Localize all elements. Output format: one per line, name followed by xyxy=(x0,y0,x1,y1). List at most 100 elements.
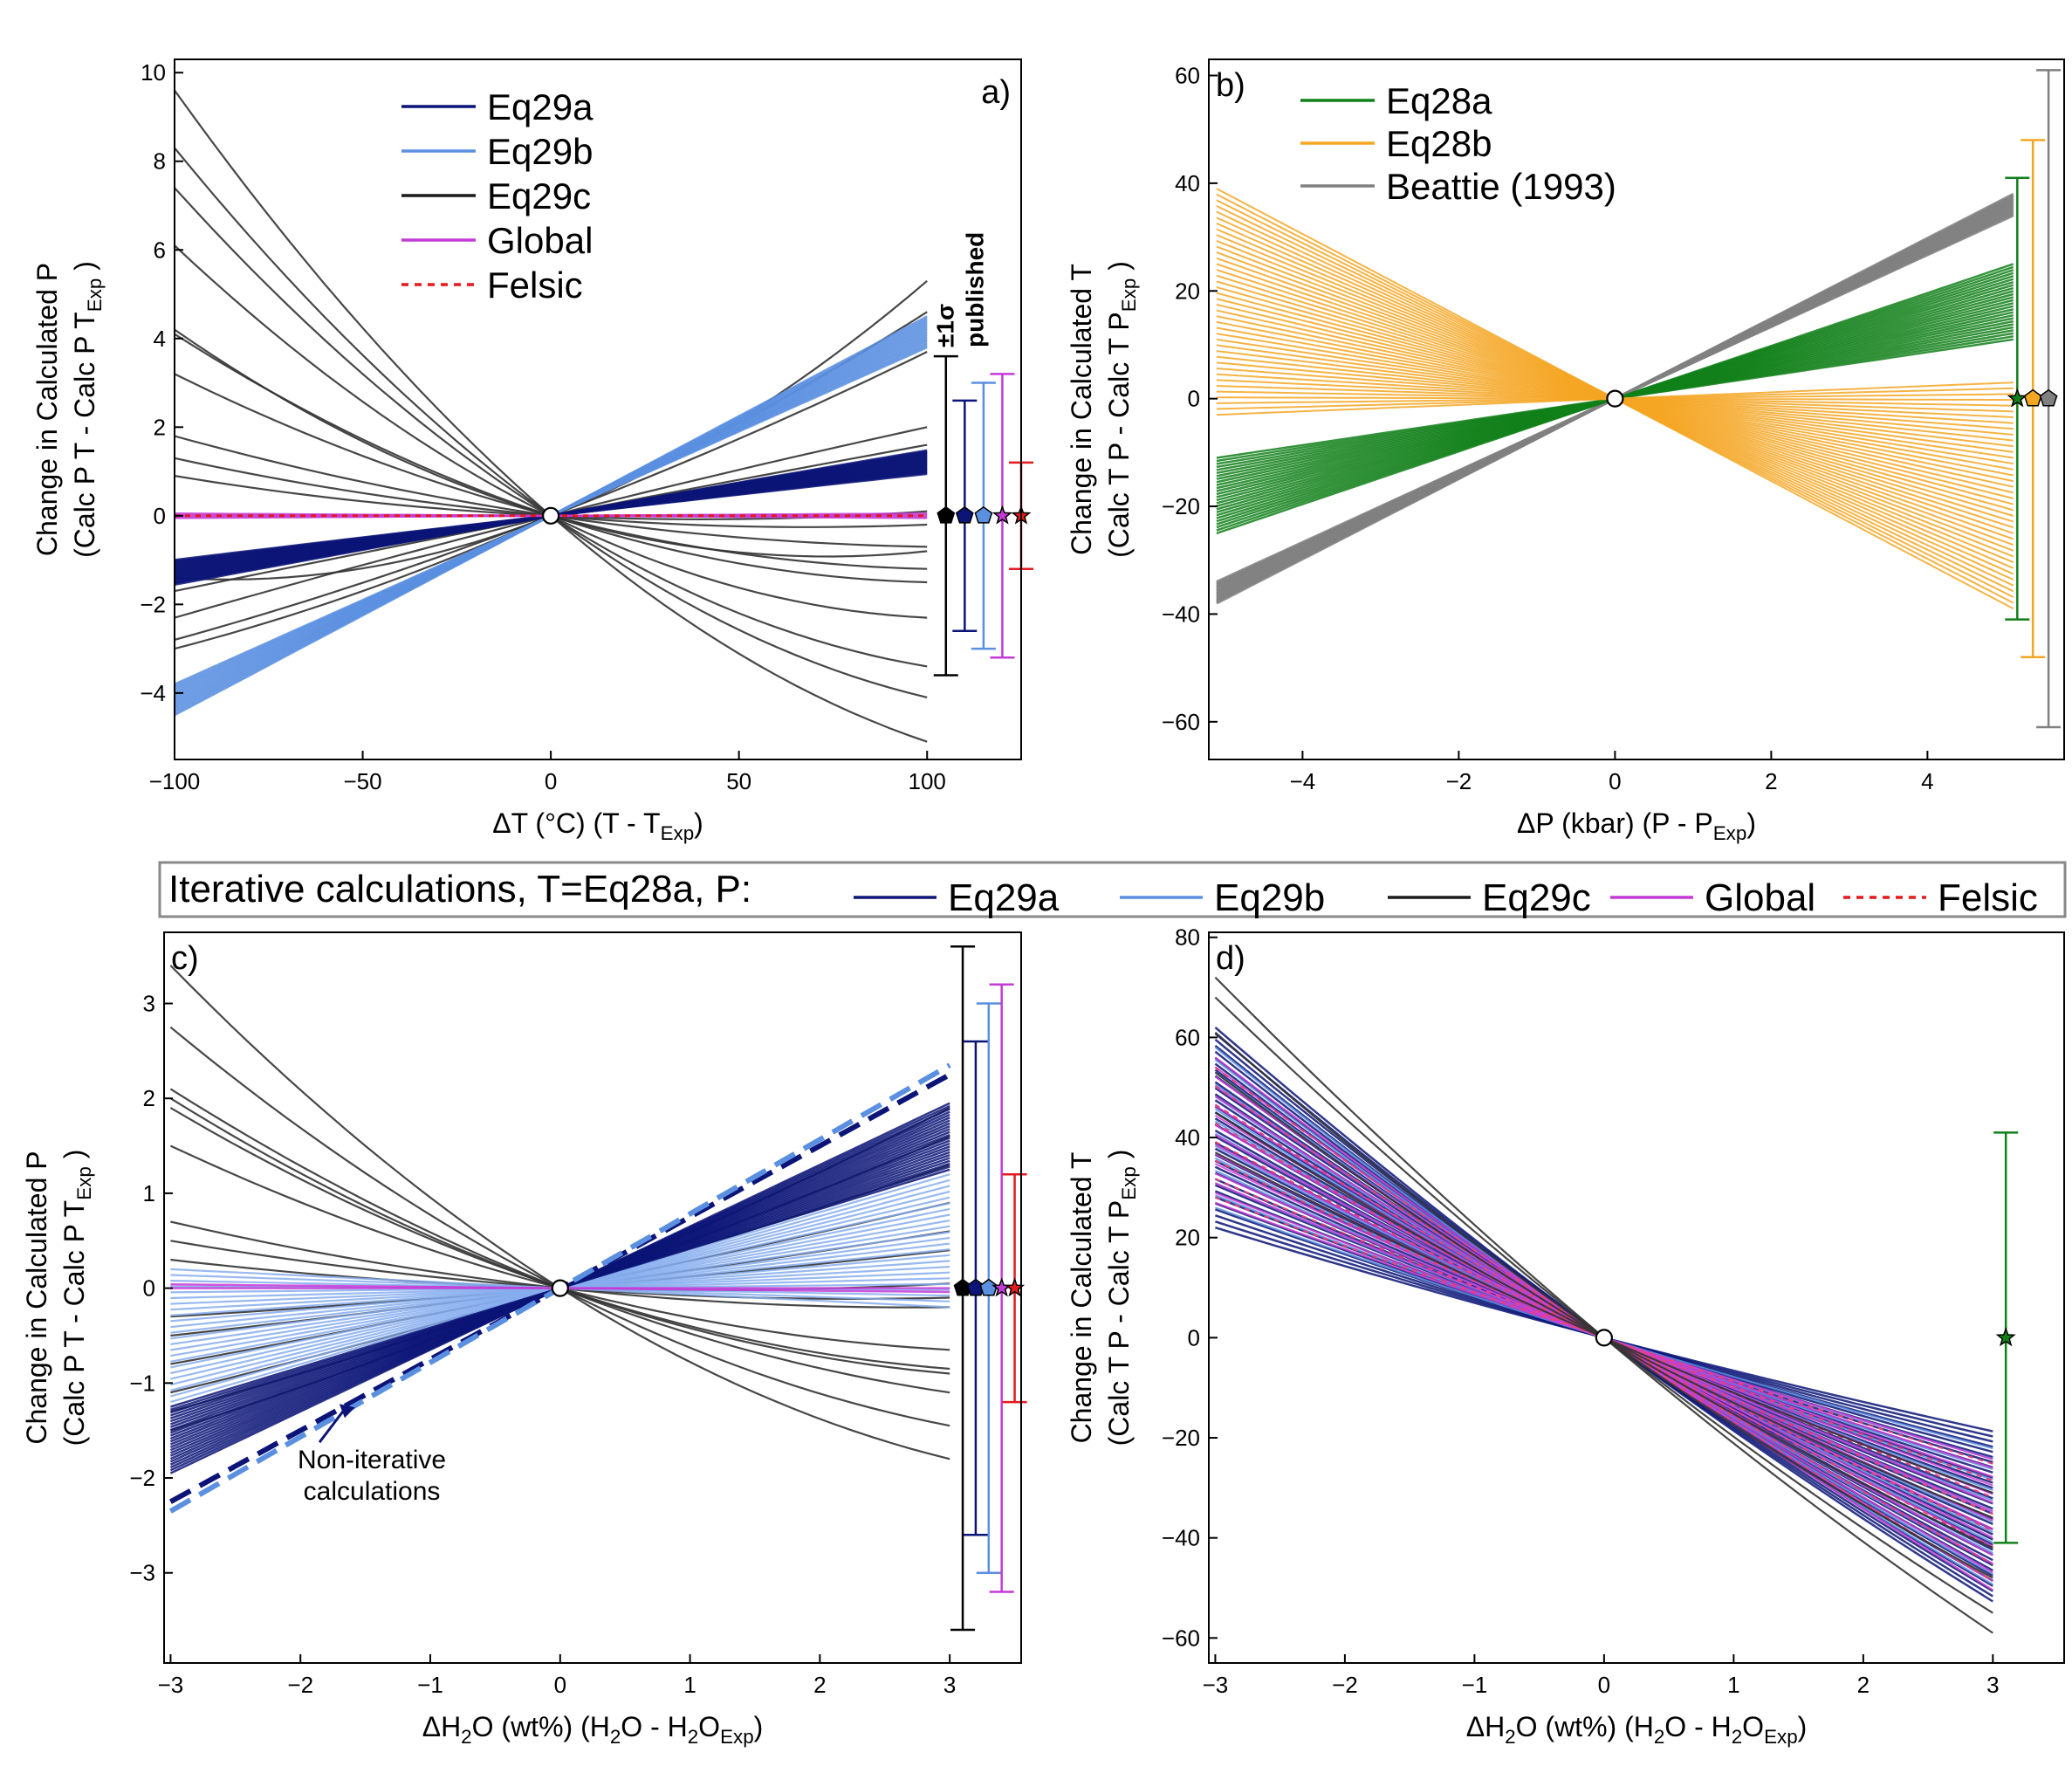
banner-prefix: Iterative calculations, T=Eq28a, P: xyxy=(168,868,751,910)
errorbar-marker xyxy=(991,505,1013,525)
errorbar-marker xyxy=(955,505,974,524)
y-tick-label: 0 xyxy=(143,1275,155,1302)
origin-marker xyxy=(1595,1329,1613,1347)
series-line xyxy=(169,1026,950,1427)
annotation-calculations: calculations xyxy=(304,1477,441,1506)
panel-a-chart: −100 −50 0 50 100 −4 −2 0 2 4 6 8 10 a) ΔT (°C) (T - T… xyxy=(31,58,1033,844)
series-line xyxy=(1214,1031,1993,1579)
errorbar-eq29a xyxy=(952,399,978,633)
x-axis-label: ΔP (kbar) (P - PExp) xyxy=(1517,807,1756,844)
y-tick-label: −40 xyxy=(1162,1525,1200,1551)
x-tick-label: 2 xyxy=(1857,1672,1870,1698)
legend-label: Global xyxy=(487,220,593,261)
x-tick-label: −4 xyxy=(1290,768,1316,794)
x-tick-label: 50 xyxy=(726,768,751,794)
y-tick-label: 2 xyxy=(154,414,166,440)
panel-label: c) xyxy=(171,940,199,977)
x-tick-label: 2 xyxy=(1765,768,1777,794)
errorbar-marker xyxy=(937,505,956,524)
errorbar-eq28a xyxy=(2005,176,2030,621)
y-tick-label: −4 xyxy=(140,680,166,706)
banner-frame xyxy=(158,861,2067,918)
y-tick-label: 2 xyxy=(143,1085,155,1111)
legend-label: Felsic xyxy=(487,265,583,306)
y-tick-label: 60 xyxy=(1175,1024,1200,1050)
y-tick-label: 60 xyxy=(1175,63,1200,89)
axes-frame xyxy=(1208,931,2065,1664)
x-tick-label: 1 xyxy=(1727,1672,1739,1698)
legend-label: Beattie (1993) xyxy=(1386,166,1616,207)
legend-label: Eq28a xyxy=(1386,80,1492,121)
annotation-arrowhead xyxy=(339,1404,355,1419)
errorbar-marker xyxy=(2023,388,2042,407)
y-tick-label: −3 xyxy=(129,1560,155,1586)
panel-c-chart: −3 −2 −1 0 1 2 3 −3 −2 −1 0 1 2 3 c) ΔH2O (wt%) (H2O - … xyxy=(21,931,1027,1748)
errorbar-marker xyxy=(979,1278,998,1296)
errorbar-eq29b xyxy=(971,381,996,650)
y-tick-label: 6 xyxy=(154,237,166,263)
banner-label: Eq29b xyxy=(1214,876,1325,919)
x-tick-label: −1 xyxy=(417,1672,443,1698)
legend-label: Eq29b xyxy=(487,131,593,172)
series-eq29c xyxy=(1214,976,1993,1634)
x-tick-label: −2 xyxy=(287,1672,313,1698)
plot-area xyxy=(1214,976,1993,1634)
annotation-noniterative: Non-iterative xyxy=(298,1446,446,1474)
y-tick-label: −60 xyxy=(1162,1625,1200,1651)
origin-marker xyxy=(1606,389,1624,408)
series-line xyxy=(169,1107,950,1371)
y-axis-label: Change in Calculated T xyxy=(1066,264,1097,555)
y-axis-label: Change in Calculated P xyxy=(21,1151,52,1444)
origin-marker xyxy=(542,506,560,525)
annotation-published: published xyxy=(961,232,988,347)
y-axis-label-formula: (Calc T P - Calc T PExp ) xyxy=(1103,1150,1140,1446)
iterative-legend-banner: Iterative calculations, T=Eq28a, P: Eq29a… xyxy=(158,861,2067,919)
y-tick-label: −40 xyxy=(1162,601,1200,627)
y-tick-label: −2 xyxy=(140,591,166,617)
y-tick-label: 0 xyxy=(1188,1324,1200,1350)
y-tick-label: 20 xyxy=(1175,1225,1200,1251)
x-axis-label: ΔH2O (wt%) (H2O - H2OExp) xyxy=(1466,1711,1808,1748)
errorbar-eq29b xyxy=(976,1002,1001,1574)
legend-label: Eq29a xyxy=(487,86,593,127)
errorbar-global xyxy=(990,373,1015,659)
series-line xyxy=(1214,976,1993,1634)
errorbar-beattie-1993- xyxy=(2036,69,2062,729)
x-tick-label: 3 xyxy=(1986,1672,1999,1698)
y-tick-label: 20 xyxy=(1175,278,1200,304)
x-tick-label: −100 xyxy=(149,768,201,794)
panel-d-chart: −3 −2 −1 0 1 2 3 −60 −40 −20 0 20 40 60 80 d) ΔH2O (wt%)… xyxy=(1066,924,2065,1748)
series-line xyxy=(175,333,928,584)
errorbar-marker xyxy=(2007,388,2027,408)
legend-label: Eq28b xyxy=(1386,123,1492,164)
y-tick-label: 1 xyxy=(143,1180,155,1206)
plot-area xyxy=(168,965,951,1514)
panel-label: a) xyxy=(981,74,1011,111)
x-tick-label: −1 xyxy=(1462,1672,1488,1698)
y-tick-label: −20 xyxy=(1162,1425,1200,1451)
x-tick-label: 0 xyxy=(554,1672,566,1698)
errorbar-eq29c xyxy=(950,945,976,1632)
x-tick-label: 3 xyxy=(943,1672,956,1698)
annotation-sigma: ±1σ xyxy=(931,304,958,347)
axes-frame xyxy=(174,58,1022,760)
y-tick-label: 10 xyxy=(141,59,166,86)
y-tick-label: 0 xyxy=(154,503,166,529)
errorbar-eq28a xyxy=(1993,1131,2019,1544)
banner-label: Eq29c xyxy=(1482,876,1591,919)
x-tick-label: −3 xyxy=(158,1672,184,1698)
y-tick-label: −2 xyxy=(129,1465,155,1491)
y-tick-label: −20 xyxy=(1162,493,1200,519)
y-tick-label: 3 xyxy=(143,991,155,1017)
x-axis-label: ΔH2O (wt%) (H2O - H2OExp) xyxy=(422,1711,764,1748)
panel-label: d) xyxy=(1216,940,1245,977)
x-tick-label: 0 xyxy=(1598,1672,1610,1698)
banner-label: Eq29a xyxy=(948,876,1060,919)
y-tick-label: 80 xyxy=(1175,924,1200,951)
x-tick-label: −3 xyxy=(1203,1672,1229,1698)
errorbar-global xyxy=(989,983,1014,1593)
annotation-arrow xyxy=(318,1408,346,1444)
y-axis-label-formula: (Calc P T - Calc P TExp ) xyxy=(58,1150,95,1446)
